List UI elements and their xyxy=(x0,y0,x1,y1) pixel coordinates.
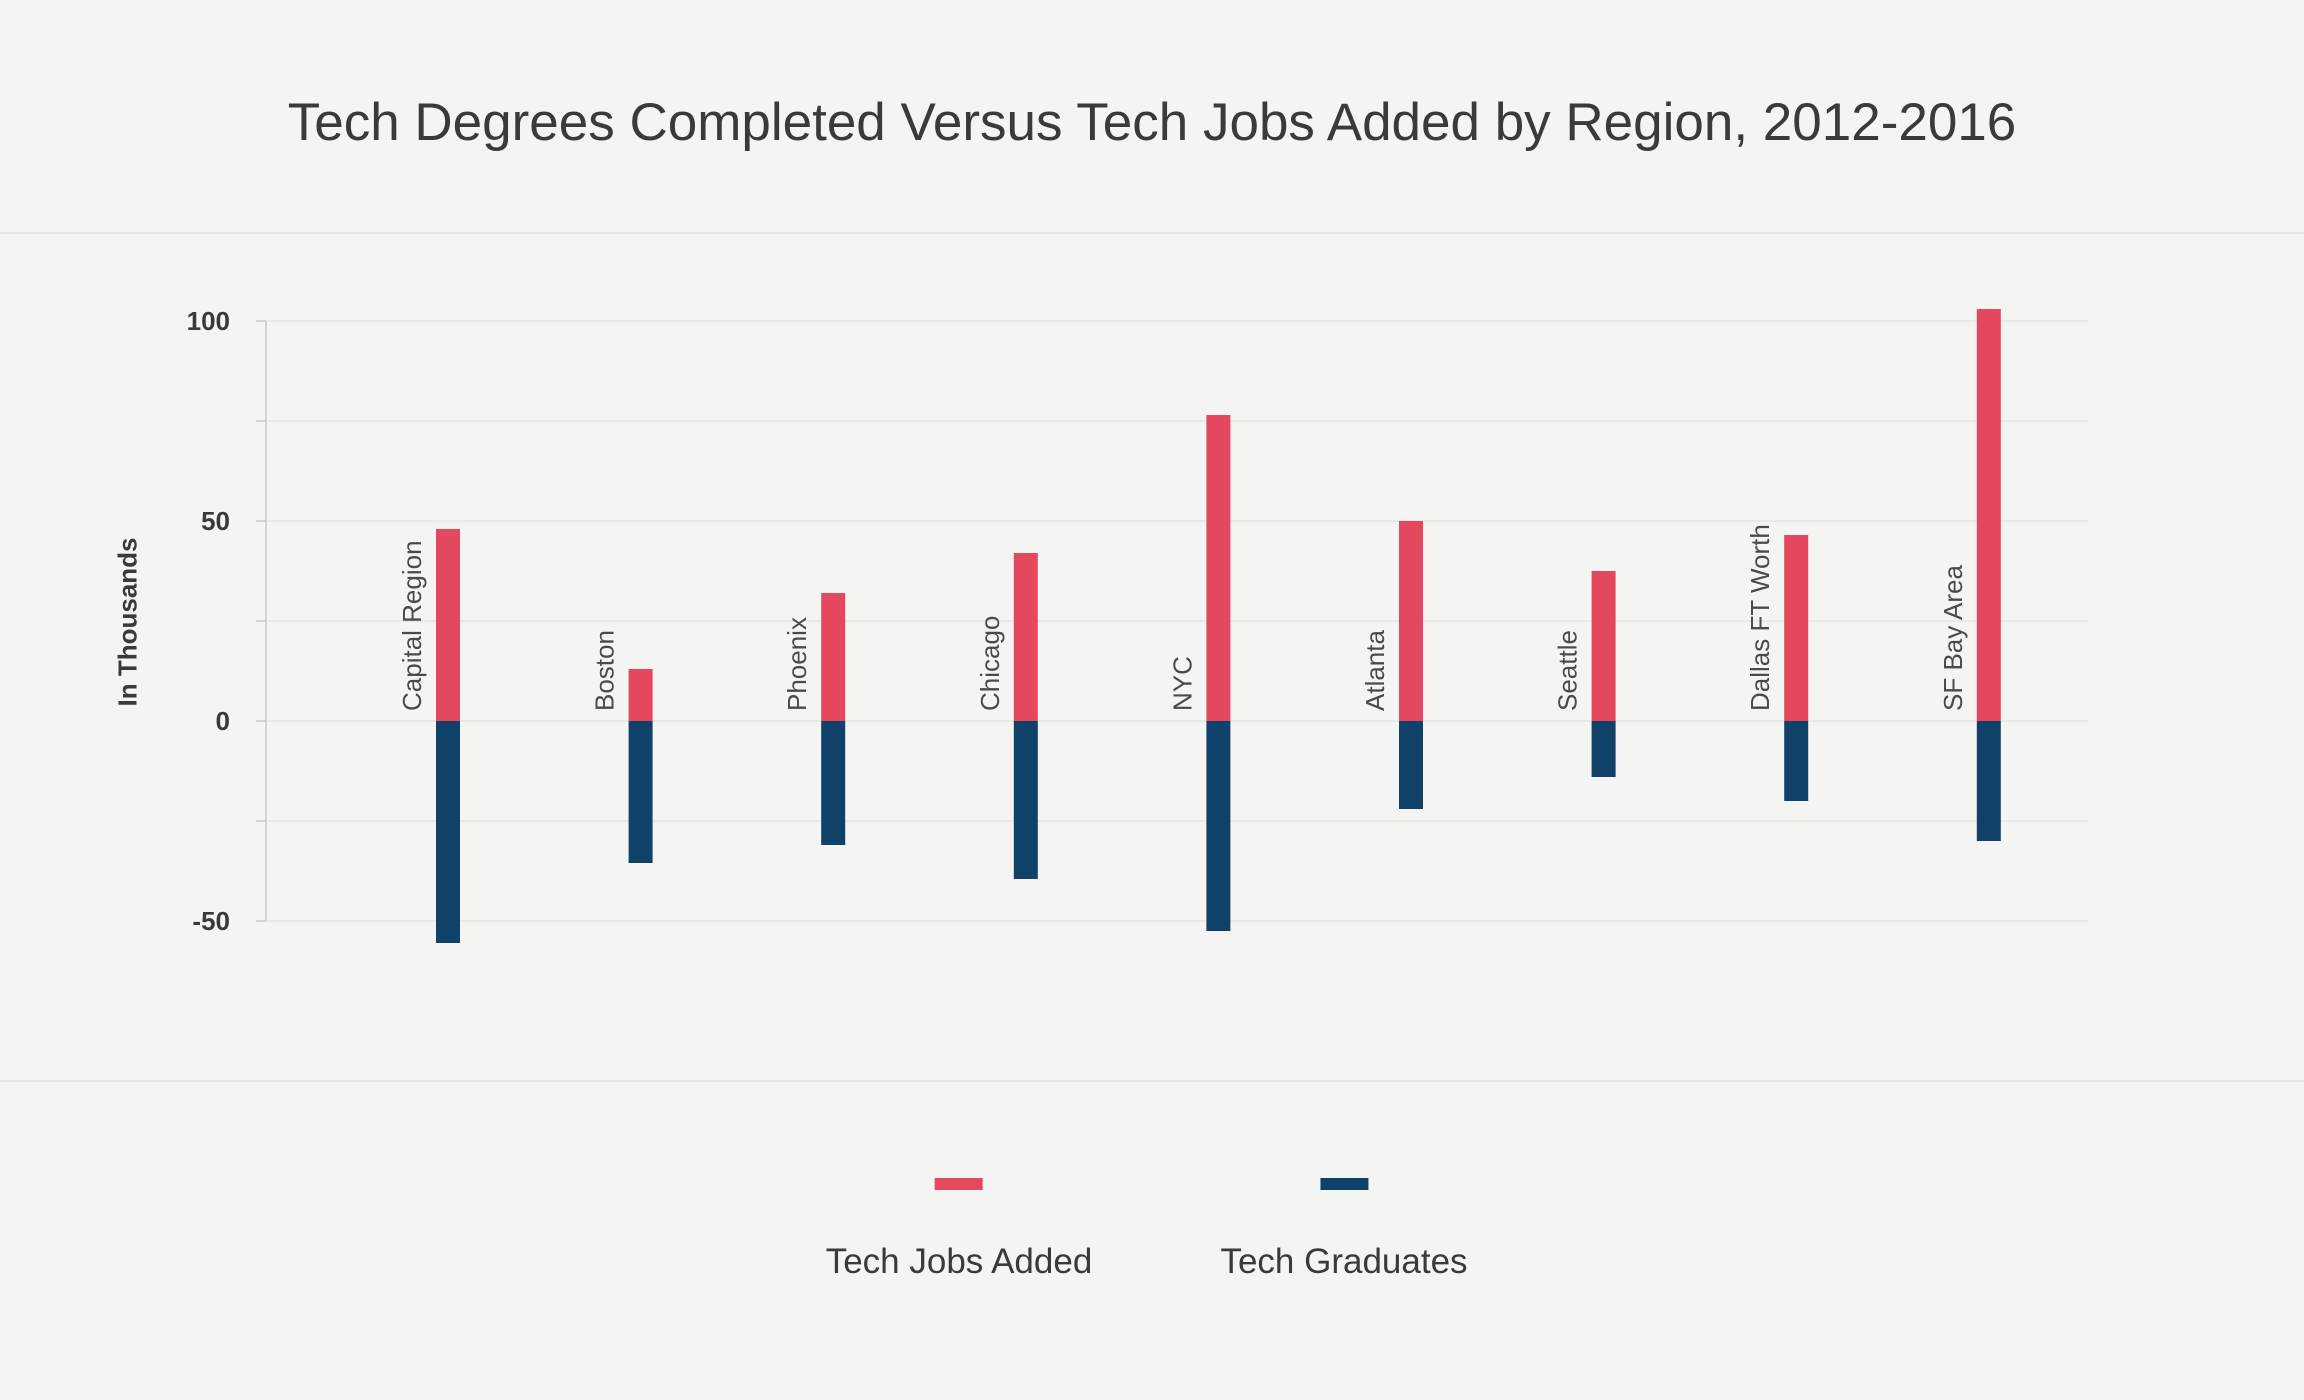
bar-tech-jobs-added xyxy=(821,593,846,721)
bar-tech-graduates xyxy=(1206,721,1231,931)
bar-tech-jobs-added xyxy=(436,529,460,721)
legend-swatch-tech-jobs-added xyxy=(935,1178,983,1190)
bar-tech-jobs-added xyxy=(1976,309,2001,721)
legend-item-tech-jobs-added[interactable]: Tech Jobs Added xyxy=(825,1170,1093,1282)
bar-tech-graduates xyxy=(1591,721,1616,777)
y-tick-label: 0 xyxy=(216,706,230,736)
legend-item-tech-graduates[interactable]: Tech Graduates xyxy=(1220,1170,1468,1282)
bar-tech-graduates xyxy=(1976,721,2001,841)
divider-top xyxy=(0,232,2304,234)
bar-tech-jobs-added xyxy=(1591,571,1616,721)
category-label: Dallas FT Worth xyxy=(1745,524,1775,711)
bar-tech-graduates xyxy=(628,721,653,863)
bar-tech-jobs-added xyxy=(1399,521,1423,721)
category-label: Boston xyxy=(590,630,620,711)
y-axis-label: In Thousands xyxy=(112,537,143,707)
y-tick-label: 50 xyxy=(201,506,230,536)
bar-tech-graduates xyxy=(1399,721,1423,809)
bar-tech-jobs-added xyxy=(1206,415,1231,721)
bar-tech-jobs-added xyxy=(1784,535,1809,721)
bar-tech-graduates xyxy=(1013,721,1038,879)
bar-tech-jobs-added xyxy=(628,669,653,721)
category-label: Capital Region xyxy=(397,540,427,711)
bar-tech-graduates xyxy=(821,721,846,845)
y-tick-label: 100 xyxy=(187,306,230,336)
bar-tech-graduates xyxy=(436,721,460,943)
bar-tech-graduates xyxy=(1784,721,1809,801)
y-tick-label: -50 xyxy=(192,906,230,936)
legend-label-tech-jobs-added: Tech Jobs Added xyxy=(825,1242,1093,1281)
divider-bottom xyxy=(0,1080,2304,1082)
legend-label-tech-graduates: Tech Graduates xyxy=(1220,1242,1468,1281)
category-label: Phoenix xyxy=(782,617,812,711)
category-label: NYC xyxy=(1167,656,1197,711)
chart-title: Tech Degrees Completed Versus Tech Jobs … xyxy=(287,93,2017,152)
category-label: SF Bay Area xyxy=(1938,565,1968,711)
bar-tech-jobs-added xyxy=(1013,553,1038,721)
category-label: Atlanta xyxy=(1360,630,1390,711)
category-label: Seattle xyxy=(1553,630,1583,711)
legend-swatch-tech-graduates xyxy=(1320,1178,1368,1190)
legend: Tech Jobs Added Tech Graduates xyxy=(0,1170,2304,1290)
category-label: Chicago xyxy=(975,616,1005,711)
